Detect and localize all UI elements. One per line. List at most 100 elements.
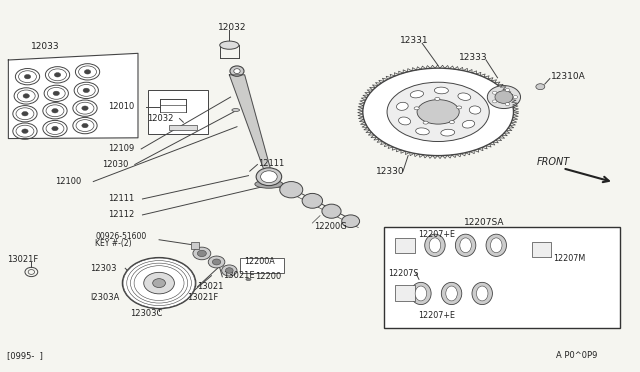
Ellipse shape: [153, 279, 166, 288]
Text: l2303A: l2303A: [90, 293, 120, 302]
Ellipse shape: [415, 286, 427, 301]
Ellipse shape: [492, 100, 497, 103]
Ellipse shape: [24, 74, 31, 79]
Ellipse shape: [505, 89, 509, 92]
Text: 12207SA: 12207SA: [464, 218, 504, 227]
Text: A P0^0P9: A P0^0P9: [556, 351, 598, 360]
Ellipse shape: [84, 70, 91, 74]
Ellipse shape: [23, 94, 29, 98]
Polygon shape: [229, 75, 272, 175]
Ellipse shape: [220, 41, 239, 49]
Text: 12032: 12032: [148, 114, 174, 123]
Bar: [240, 257, 284, 273]
Ellipse shape: [82, 106, 88, 110]
Ellipse shape: [435, 87, 449, 94]
Text: 12207+E: 12207+E: [418, 230, 454, 240]
Ellipse shape: [411, 282, 431, 305]
Text: 12032: 12032: [218, 23, 246, 32]
Ellipse shape: [423, 121, 428, 124]
Ellipse shape: [22, 112, 28, 116]
Ellipse shape: [446, 286, 458, 301]
Ellipse shape: [456, 234, 476, 256]
Ellipse shape: [397, 102, 408, 110]
Text: 12010: 12010: [108, 102, 134, 111]
Ellipse shape: [232, 109, 239, 112]
Ellipse shape: [536, 84, 545, 90]
Ellipse shape: [410, 91, 424, 98]
Text: 12303: 12303: [90, 264, 116, 273]
Bar: [396, 285, 415, 301]
Ellipse shape: [399, 117, 411, 125]
Text: 12200A: 12200A: [244, 257, 275, 266]
Ellipse shape: [487, 86, 520, 109]
Ellipse shape: [197, 250, 206, 257]
Ellipse shape: [490, 238, 502, 253]
Ellipse shape: [469, 106, 481, 114]
Ellipse shape: [260, 171, 277, 183]
Ellipse shape: [460, 238, 471, 253]
Ellipse shape: [122, 257, 196, 309]
Text: 12111: 12111: [108, 195, 134, 203]
Ellipse shape: [230, 66, 244, 76]
Ellipse shape: [342, 215, 360, 228]
Ellipse shape: [212, 259, 221, 265]
Text: 00926-51600: 00926-51600: [95, 231, 147, 241]
Text: 12109: 12109: [108, 144, 134, 153]
Text: KEY #-(2): KEY #-(2): [95, 239, 132, 248]
Ellipse shape: [429, 238, 441, 253]
Ellipse shape: [456, 106, 461, 109]
Ellipse shape: [256, 168, 282, 186]
Ellipse shape: [221, 265, 237, 276]
Ellipse shape: [83, 88, 90, 93]
Ellipse shape: [492, 91, 497, 94]
Text: 12033: 12033: [31, 42, 60, 51]
Ellipse shape: [363, 68, 513, 155]
Text: 12111: 12111: [258, 158, 284, 167]
Ellipse shape: [82, 124, 88, 128]
Text: 12310A: 12310A: [551, 72, 586, 81]
Ellipse shape: [208, 256, 225, 268]
Ellipse shape: [302, 193, 323, 208]
Ellipse shape: [165, 295, 175, 299]
Text: 12207M: 12207M: [553, 254, 586, 263]
Ellipse shape: [144, 272, 174, 294]
Ellipse shape: [52, 109, 58, 113]
Text: 13021F: 13021F: [7, 255, 38, 264]
Bar: [384, 227, 620, 328]
Ellipse shape: [513, 96, 518, 99]
Ellipse shape: [441, 129, 454, 136]
Text: 12200: 12200: [255, 272, 281, 280]
Bar: [191, 242, 198, 249]
Ellipse shape: [495, 91, 513, 103]
Ellipse shape: [442, 282, 462, 305]
Ellipse shape: [322, 204, 341, 218]
Ellipse shape: [255, 180, 283, 188]
Text: 12333: 12333: [460, 53, 488, 62]
Bar: [396, 238, 415, 253]
Text: 12207S: 12207S: [388, 269, 419, 278]
Ellipse shape: [449, 121, 454, 124]
Ellipse shape: [435, 97, 440, 100]
Text: 13021F: 13021F: [187, 294, 218, 302]
Bar: [532, 241, 551, 257]
Ellipse shape: [53, 91, 60, 96]
Ellipse shape: [246, 278, 251, 280]
Ellipse shape: [280, 182, 303, 198]
Ellipse shape: [486, 234, 506, 256]
Polygon shape: [8, 53, 138, 138]
Ellipse shape: [472, 282, 492, 305]
Ellipse shape: [193, 247, 211, 260]
Bar: [169, 125, 196, 130]
Text: 13021: 13021: [197, 282, 224, 291]
Text: [0995-  ]: [0995- ]: [7, 351, 43, 360]
Text: 12200G: 12200G: [314, 221, 346, 231]
Ellipse shape: [505, 103, 509, 106]
Text: 12207+E: 12207+E: [418, 311, 454, 320]
Text: 13021E: 13021E: [223, 271, 255, 280]
Text: 12331: 12331: [400, 36, 428, 45]
Ellipse shape: [458, 93, 471, 100]
Ellipse shape: [54, 73, 61, 77]
Ellipse shape: [425, 234, 445, 256]
Text: 12030: 12030: [102, 160, 128, 169]
Ellipse shape: [179, 123, 192, 126]
